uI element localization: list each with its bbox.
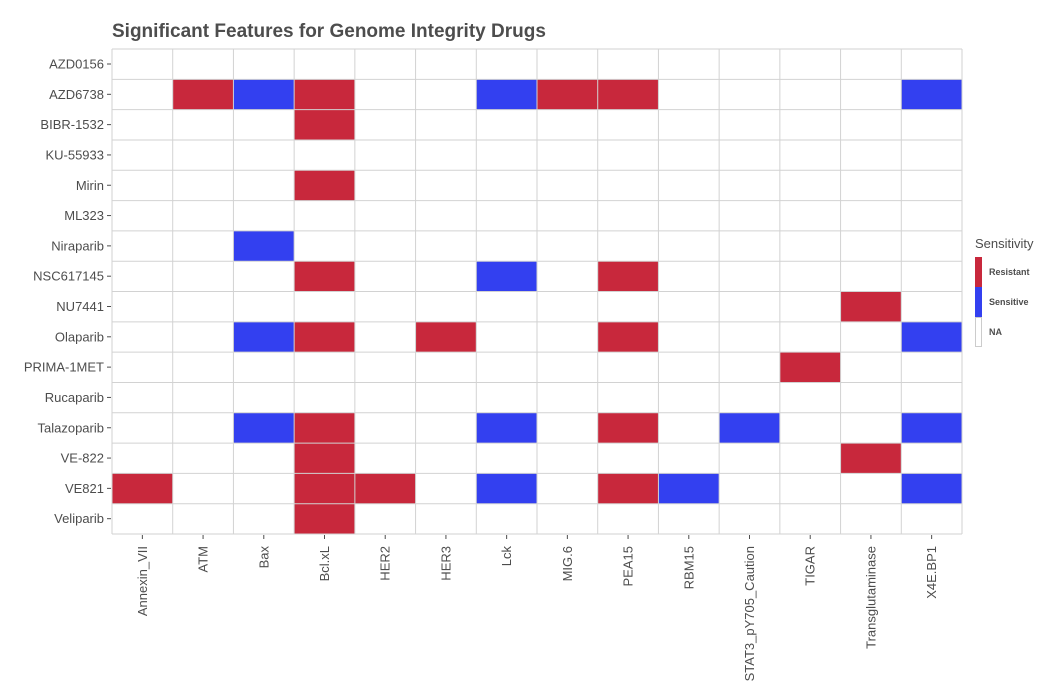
cell-olaparib-pea15 [597,321,659,353]
x-tick-label-mig-6: MIG.6 [560,546,575,581]
cell-azd6738-lck [476,79,537,110]
x-tick-label-bax: Bax [256,546,271,569]
cell-talazoparib-bcl-xl [294,412,355,444]
x-axis: Annexin_VII ATM Bax Bcl.xL HER2 HER3 Lck MIG.6 P… [135,535,939,681]
cell-nsc617145-bcl-xl [294,261,355,292]
y-tick-label-nu7441: NU7441 [56,299,104,314]
cell-niraparib-bax [233,230,295,262]
cell-azd6738-atm [172,79,234,110]
x-tick-label-transglutaminase: Transglutaminase [863,546,878,649]
cell-ve821-bcl-xl [294,473,355,504]
legend-label-sensitive: Sensitive [989,297,1029,307]
cell-prima-1met-tigar [779,352,841,383]
x-tick-label-stat3-py705-caution: STAT3_pY705_Caution [742,546,757,681]
x-tick-label-annexin-vii: Annexin_VII [135,546,150,616]
y-tick-label-ve-822: VE-822 [61,451,104,466]
y-tick-label-nsc617145: NSC617145 [33,269,104,284]
y-tick-label-ku-55933: KU-55933 [45,147,104,162]
cell-azd6738-mig-6 [537,79,598,110]
x-tick-label-rbm15: RBM15 [681,546,696,589]
grid-lines [111,48,963,535]
legend-item-resistant: Resistant [975,257,1034,287]
cell-ve821-annexin-vii [112,473,173,504]
y-axis: AZD0156 AZD6738 BIBR-1532 KU-55933 Mirin ML32… [24,57,111,526]
y-tick-label-azd6738: AZD6738 [49,87,104,102]
cell-ve-822-bcl-xl [294,443,355,474]
cell-veliparib-bcl-xl [294,503,355,534]
cell-ve821-rbm15 [658,473,720,504]
cell-nsc617145-lck [476,261,537,292]
cell-talazoparib-lck [476,412,537,444]
y-tick-label-veliparib: Veliparib [54,511,104,526]
cell-ve821-pea15 [597,473,659,504]
x-tick-label-pea15: PEA15 [621,546,636,586]
cell-ve821-her2 [354,473,416,504]
cell-bibr-1532-bcl-xl [294,109,355,140]
cell-olaparib-x4e-bp1 [901,321,962,353]
cell-azd6738-bcl-xl [294,79,355,110]
cell-talazoparib-stat3-py705-caution [719,412,780,444]
legend-item-na: NA [975,317,1034,347]
cell-nu7441-transglutaminase [840,291,902,322]
cell-azd6738-pea15 [597,79,659,110]
y-tick-label-ve821: VE821 [65,481,104,496]
cell-mirin-bcl-xl [294,170,355,201]
y-tick-label-azd0156: AZD0156 [49,57,104,72]
cell-talazoparib-pea15 [597,412,659,444]
legend-key-na [975,317,982,347]
cell-ve821-x4e-bp1 [901,473,962,504]
y-tick-label-talazoparib: Talazoparib [38,420,105,435]
cell-ve821-lck [476,473,537,504]
chart-title: Significant Features for Genome Integrit… [112,21,546,42]
cell-azd6738-bax [233,79,295,110]
cell-azd6738-x4e-bp1 [901,79,962,110]
cell-nsc617145-pea15 [597,261,659,292]
y-tick-label-prima-1met: PRIMA-1MET [24,360,104,375]
y-tick-label-bibr-1532: BIBR-1532 [40,117,104,132]
x-tick-label-x4e-bp1: X4E.BP1 [924,546,939,599]
y-tick-label-ml323: ML323 [64,208,104,223]
y-tick-label-niraparib: Niraparib [51,238,104,253]
y-tick-label-mirin: Mirin [76,178,104,193]
y-tick-label-olaparib: Olaparib [55,329,104,344]
y-tick-label-rucaparib: Rucaparib [45,390,104,405]
cell-talazoparib-bax [233,412,295,444]
x-tick-label-bcl-xl: Bcl.xL [317,546,332,581]
legend-item-sensitive: Sensitive [975,287,1034,317]
legend-label-na: NA [989,327,1002,337]
x-tick-label-tigar: TIGAR [803,546,818,586]
legend-key-sensitive [975,287,982,317]
cell-talazoparib-x4e-bp1 [901,412,962,444]
x-tick-label-her2: HER2 [378,546,393,581]
legend-label-resistant: Resistant [989,267,1030,277]
legend-title: Sensitivity [975,236,1034,251]
cell-olaparib-bax [233,321,295,353]
legend-key-resistant [975,257,982,287]
legend: Sensitivity Resistant Sensitive NA [975,236,1034,347]
heatmap-cells [112,79,962,534]
cell-olaparib-her3 [415,321,477,353]
x-tick-label-lck: Lck [499,546,514,567]
cell-olaparib-bcl-xl [294,321,355,353]
x-tick-label-her3: HER3 [438,546,453,581]
cell-ve-822-transglutaminase [840,443,902,474]
x-tick-label-atm: ATM [196,546,211,572]
